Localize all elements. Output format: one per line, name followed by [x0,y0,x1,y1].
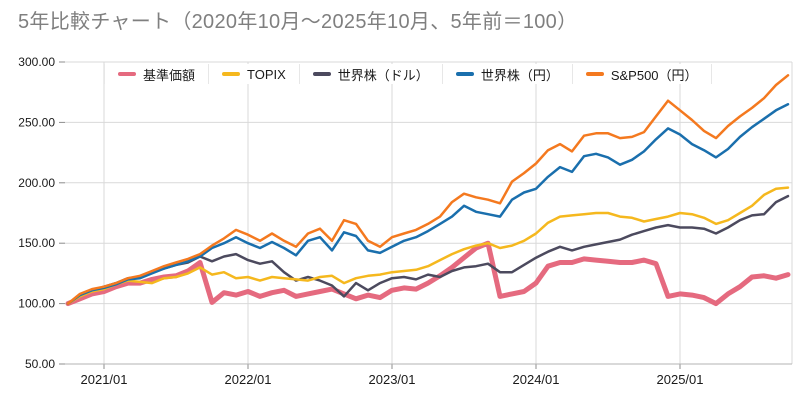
y-axis-label: 200.00 [18,176,55,190]
legend-swatch-icon [118,72,136,76]
legend-label: S&P500（円） [610,67,698,83]
legend-label: 世界株（ドル） [337,67,429,83]
x-axis-label: 2023/01 [369,372,416,387]
y-axis-label: 300.00 [18,55,55,69]
legend-label: 世界株（円） [480,67,559,83]
series-line-基準価額 [65,240,791,307]
legend-item-S&P500（円）: S&P500（円） [571,64,712,84]
series-line-S&P500（円） [66,74,790,305]
y-axis-label: 100.00 [18,297,55,311]
y-axis-label: 250.00 [18,115,55,129]
x-axis-label: 2025/01 [657,372,704,387]
legend-item-TOPIX: TOPIX [208,64,299,84]
chart-title: 5年比較チャート（2020年10月〜2025年10月、5年前＝100） [18,11,578,33]
legend-swatch-icon [455,72,474,76]
legend-swatch-icon [585,72,604,76]
x-axis-label: 2024/01 [513,372,560,387]
legend-label: 基準価額 [143,67,196,83]
legend-item-世界株（円）: 世界株（円） [441,64,572,84]
y-axis-label: 150.00 [18,236,55,250]
legend-item-世界株（ドル）: 世界株（ドル） [298,64,442,84]
x-axis-label: 2022/01 [225,372,272,387]
y-axis-label: 50.00 [25,357,55,371]
series-line-世界株（円） [66,103,790,305]
x-axis-label: 2021/01 [81,372,128,387]
chart-legend: 基準価額 TOPIX 世界株（ドル） 世界株（円） S&P500（円） [104,63,712,85]
series-line-TOPIX [66,186,790,305]
legend-swatch-icon [222,72,241,76]
legend-swatch-icon [312,72,331,76]
legend-label: TOPIX [247,66,286,82]
legend-item-基準価額: 基準価額 [104,64,209,84]
